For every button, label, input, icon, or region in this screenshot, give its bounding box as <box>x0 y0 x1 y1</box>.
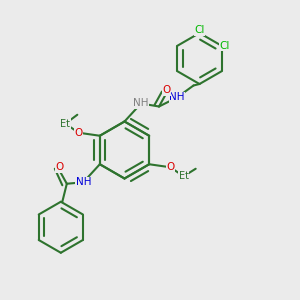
Text: O: O <box>162 85 171 95</box>
Text: NH: NH <box>133 98 149 109</box>
Text: O: O <box>75 128 83 138</box>
Text: Cl: Cl <box>194 25 205 35</box>
Text: NH: NH <box>76 177 91 187</box>
Text: O: O <box>166 162 174 172</box>
Text: NH: NH <box>169 92 185 103</box>
Text: O: O <box>55 162 63 172</box>
Text: Cl: Cl <box>219 41 230 51</box>
Text: Et: Et <box>60 119 70 129</box>
Text: Et: Et <box>179 171 189 181</box>
